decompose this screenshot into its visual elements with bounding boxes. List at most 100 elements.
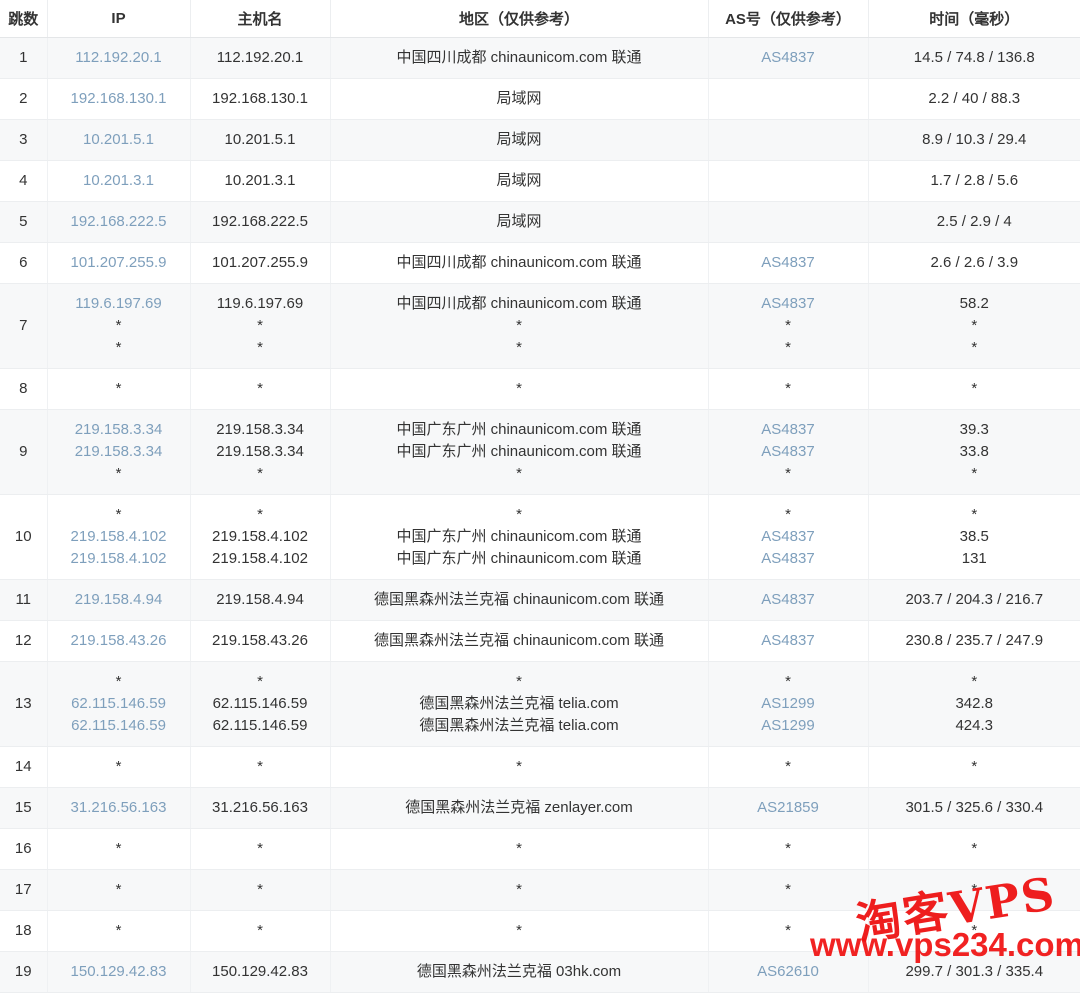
time-cell: 230.8 / 235.7 / 247.9 — [868, 620, 1080, 662]
ip-link[interactable]: 192.168.222.5 — [70, 213, 167, 230]
region-cell-line: 局域网 — [496, 213, 542, 230]
asn-link[interactable]: AS62610 — [757, 963, 819, 980]
hostname-cell-line: 219.158.4.102 — [212, 528, 308, 545]
asn-cell: AS4837 AS4837 * — [708, 409, 869, 495]
hostname-cell-line: 10.201.3.1 — [224, 172, 296, 189]
region-cell: 局域网 — [330, 160, 709, 202]
hostname-cell-line: 31.216.56.163 — [212, 799, 308, 816]
region-cell-line: 局域网 — [496, 131, 542, 148]
asn-link[interactable]: AS4837 — [761, 254, 815, 271]
hop-cell-line: 7 — [19, 317, 28, 334]
ip-link[interactable]: 219.158.4.102 — [70, 528, 167, 545]
time-cell-line: 424.3 — [955, 717, 994, 734]
hostname-cell: 31.216.56.163 — [190, 787, 331, 829]
hostname-cell-line: 192.168.222.5 — [212, 213, 308, 230]
region-cell: 中国四川成都 chinaunicom.com 联通 — [330, 242, 709, 284]
time-cell: 39.3 33.8 * — [868, 409, 1080, 495]
ip-link[interactable]: 112.192.20.1 — [75, 49, 162, 66]
hostname-cell-line: * — [257, 881, 263, 898]
region-cell-line: 德国黑森州法兰克福 telia.com — [419, 695, 619, 712]
region-cell-line: * — [516, 673, 522, 690]
ip-link[interactable]: 219.158.4.94 — [74, 591, 163, 608]
region-cell-line: * — [516, 922, 522, 939]
ip-link[interactable]: 219.158.43.26 — [70, 632, 167, 649]
ip-link[interactable]: 31.216.56.163 — [70, 799, 167, 816]
ip-cell: 119.6.197.69 * * — [47, 283, 191, 369]
region-cell-line: 局域网 — [496, 172, 542, 189]
ip-link[interactable]: 62.115.146.59 — [71, 695, 166, 712]
ip-link[interactable]: 101.207.255.9 — [70, 254, 167, 271]
asn-cell-line — [713, 129, 864, 151]
ip-link[interactable]: 219.158.4.102 — [70, 550, 167, 567]
table-row: 7 119.6.197.69 * * 119.6.197.69 * * 中国四川成都 chin… — [0, 283, 1080, 369]
hop-cell-line: 18 — [14, 922, 32, 939]
region-cell-line: * — [516, 840, 522, 857]
time-cell-line: 39.3 — [959, 421, 989, 438]
time-cell-line: 131 — [961, 550, 987, 567]
asn-link[interactable]: AS4837 — [761, 295, 815, 312]
region-cell: 德国黑森州法兰克福 chinaunicom.com 联通 — [330, 620, 709, 662]
hop-cell: 6 — [0, 242, 48, 284]
asn-cell-line: AS4837 — [713, 630, 864, 652]
hostname-cell-line: * — [257, 317, 263, 334]
hop-cell: 9 — [0, 409, 48, 495]
asn-cell: AS62610 — [708, 951, 869, 993]
hop-cell-line: 11 — [15, 591, 32, 608]
ip-link[interactable]: 219.158.3.34 — [74, 443, 163, 460]
asn-link[interactable]: AS1299 — [761, 717, 815, 734]
asn-cell-line — [713, 170, 864, 192]
asn-cell-line: AS4837 — [713, 548, 864, 570]
ip-cell-line: 62.115.146.59 — [52, 715, 186, 737]
ip-link[interactable]: 119.6.197.69 — [75, 295, 162, 312]
asn-link[interactable]: AS4837 — [761, 632, 815, 649]
asn-link[interactable]: AS4837 — [761, 528, 815, 545]
time-cell-line: 2.5 / 2.9 / 4 — [936, 213, 1012, 230]
hostname-cell-line: 219.158.3.34 — [216, 421, 304, 438]
region-cell: 局域网 — [330, 201, 709, 243]
hostname-cell-line: * — [257, 673, 263, 690]
region-cell: 局域网 — [330, 78, 709, 120]
hostname-cell-line: * — [257, 840, 263, 857]
ip-link[interactable]: 10.201.3.1 — [83, 172, 154, 189]
table-row: 15 31.216.56.163 31.216.56.163 德国黑森州法兰克福 ze… — [0, 787, 1080, 829]
asn-cell-line: AS21859 — [713, 797, 864, 819]
time-cell: 58.2 * * — [868, 283, 1080, 369]
hostname-cell-line: 192.168.130.1 — [212, 90, 308, 107]
hostname-cell: 192.168.222.5 — [190, 201, 331, 243]
ip-cell: 31.216.56.163 — [47, 787, 191, 829]
region-cell: 德国黑森州法兰克福 03hk.com — [330, 951, 709, 993]
ip-link[interactable]: 150.129.42.83 — [70, 963, 167, 980]
asn-cell: AS4837 * * — [708, 283, 869, 369]
ip-cell: 150.129.42.83 — [47, 951, 191, 993]
hostname-cell-line: 62.115.146.59 — [212, 695, 308, 712]
time-cell: 8.9 / 10.3 / 29.4 — [868, 119, 1080, 161]
region-cell: * — [330, 828, 709, 870]
ip-link[interactable]: 10.201.5.1 — [83, 131, 154, 148]
time-cell: * — [868, 746, 1080, 788]
table-row: 10 * 219.158.4.102 219.158.4.102 * 219.158.4.… — [0, 494, 1080, 580]
asn-link[interactable]: AS4837 — [761, 421, 815, 438]
ip-link[interactable]: 62.115.146.59 — [71, 717, 166, 734]
region-cell-line: 中国广东广州 chinaunicom.com 联通 — [396, 550, 642, 567]
hostname-cell-line: * — [257, 506, 263, 523]
hostname-cell: 150.129.42.83 — [190, 951, 331, 993]
hop-cell: 16 — [0, 828, 48, 870]
asn-cell-line: * — [785, 465, 791, 482]
ip-link[interactable]: 219.158.3.34 — [74, 421, 163, 438]
hostname-cell: 10.201.5.1 — [190, 119, 331, 161]
asn-link[interactable]: AS1299 — [761, 695, 815, 712]
ip-link[interactable]: 192.168.130.1 — [70, 90, 167, 107]
ip-cell-line: * — [115, 758, 122, 775]
asn-link[interactable]: AS21859 — [757, 799, 819, 816]
asn-link[interactable]: AS4837 — [761, 550, 815, 567]
ip-cell-line: * — [115, 840, 122, 857]
time-cell: * — [868, 910, 1080, 952]
hop-cell-line: 19 — [14, 963, 32, 980]
ip-cell-line: 219.158.4.94 — [52, 589, 186, 611]
asn-link[interactable]: AS4837 — [761, 49, 815, 66]
asn-link[interactable]: AS4837 — [761, 591, 815, 608]
ip-cell: 112.192.20.1 — [47, 37, 191, 79]
hostname-cell: 219.158.3.34 219.158.3.34 * — [190, 409, 331, 495]
asn-link[interactable]: AS4837 — [761, 443, 815, 460]
